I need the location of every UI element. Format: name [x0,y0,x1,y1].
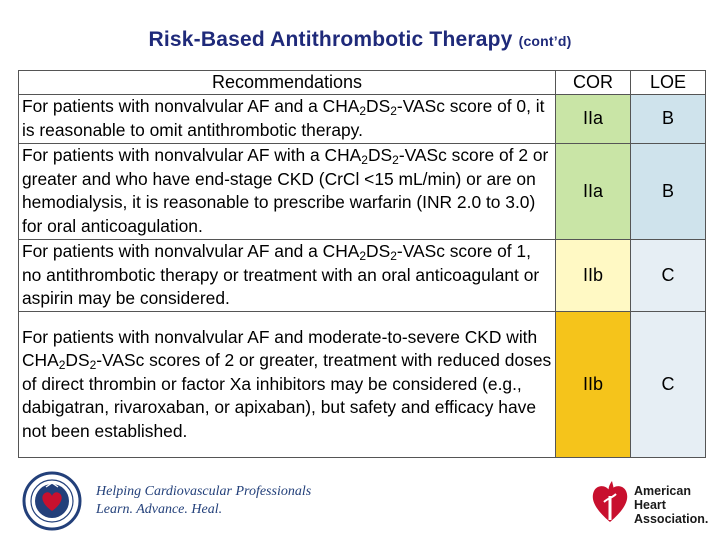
title-suffix: (cont’d) [518,33,572,49]
tagline-line-1: Helping Cardiovascular Professionals [96,484,312,499]
header-recommendations: Recommendations [18,69,556,96]
table-row: For patients with nonvalvular AF and a C… [18,94,706,144]
header-loe: LOE [630,69,706,96]
tagline-line-2: Learn. Advance. Heal. [96,502,223,517]
loe-cell: C [630,311,706,458]
title-main: Risk-Based Antithrombotic Therapy [148,28,513,51]
table-row: For patients with nonvalvular AF with a … [18,142,706,240]
header-cor: COR [555,69,631,96]
loe-cell: C [630,238,706,313]
cor-cell: IIa [555,142,631,240]
table-row: For patients with nonvalvular AF and a C… [18,238,706,313]
aha-line-3: Association. [634,512,709,526]
acc-footer: Helping Cardiovascular Professionals Lea… [22,470,311,532]
loe-cell: B [630,142,706,240]
aha-logo: American Heart Association. [588,474,718,534]
aha-wordmark: American Heart Association. [634,484,708,526]
recommendation-text: For patients with nonvalvular AF and a C… [18,94,556,144]
acc-tagline: Helping Cardiovascular Professionals Lea… [96,483,311,519]
aha-heart-torch-icon [592,481,628,522]
cor-cell: IIb [555,311,631,458]
loe-cell: B [630,94,706,144]
aha-line-2: Heart [634,498,666,512]
recommendations-table: Recommendations COR LOE For patients wit… [18,69,706,458]
aha-line-1: American [634,484,691,498]
cor-cell: IIa [555,94,631,144]
recommendation-text: For patients with nonvalvular AF with a … [18,142,556,240]
table-header-row: Recommendations COR LOE [18,69,706,96]
recommendation-text: For patients with nonvalvular AF and a C… [18,238,556,313]
page-title: Risk-Based Antithrombotic Therapy (cont’… [0,28,720,52]
table-row: For patients with nonvalvular AF and mod… [18,311,706,458]
acc-seal-icon [22,471,82,531]
cor-cell: IIb [555,238,631,313]
recommendation-text: For patients with nonvalvular AF and mod… [18,311,556,458]
